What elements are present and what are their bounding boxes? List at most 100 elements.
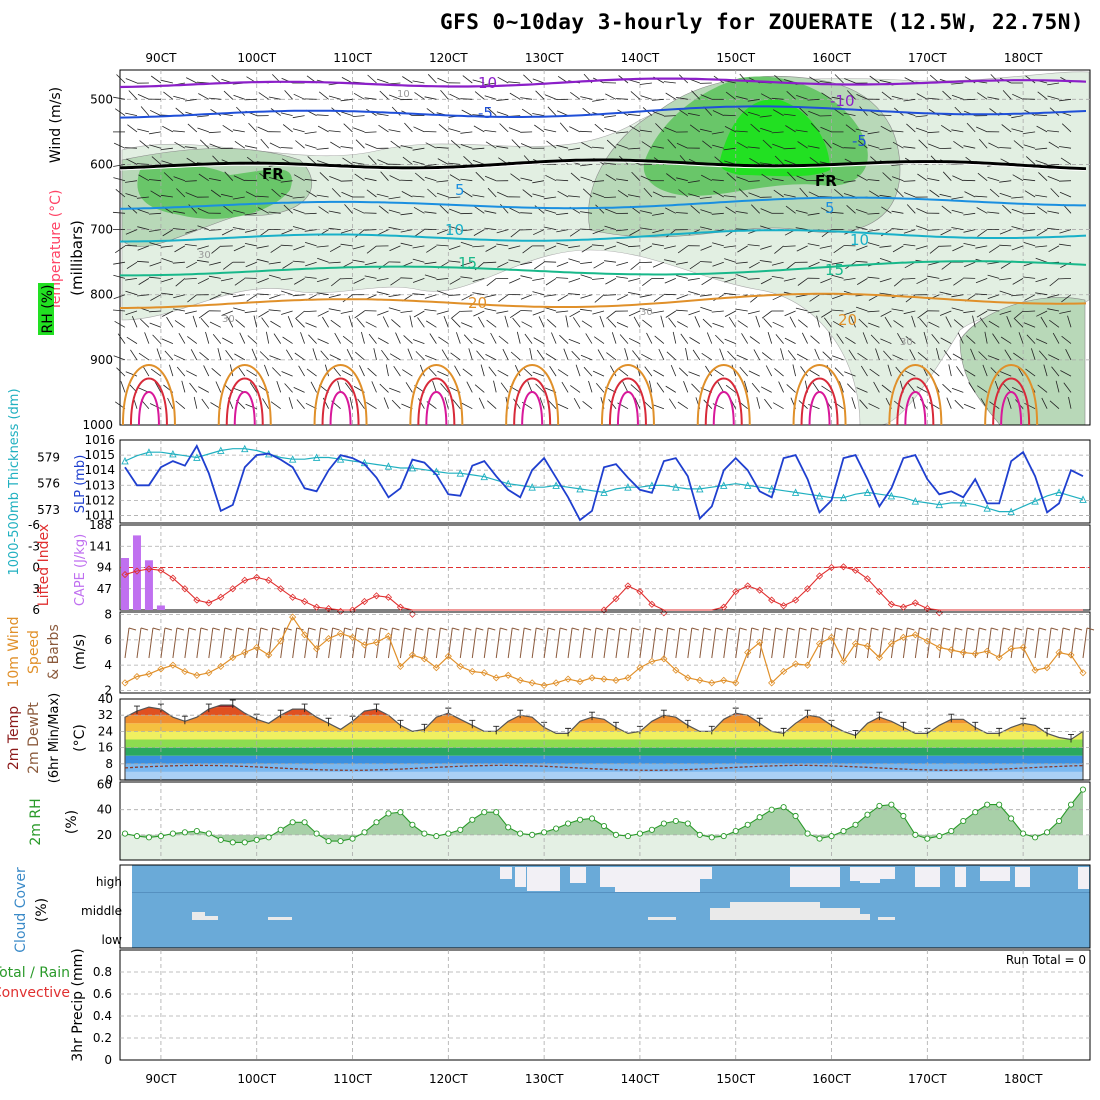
temp-y-tick: 32 [98, 708, 113, 722]
wind-barb [138, 278, 150, 285]
wind-barb [580, 354, 593, 361]
wind-barb [774, 245, 784, 254]
wind-barb [508, 245, 521, 250]
wind-barb [330, 141, 341, 149]
wind-barb [714, 156, 725, 165]
wind10-barb-flag [799, 627, 807, 631]
wind-barb [1013, 310, 1024, 320]
wind-barb [764, 398, 773, 409]
precip-y-tick: 0.2 [93, 1031, 112, 1045]
lifted-index-point [815, 572, 824, 580]
wind-barb [941, 205, 952, 214]
wind10-barb-flag [727, 627, 735, 631]
wind-barb [807, 243, 820, 247]
lifted-index-point [935, 609, 943, 617]
wind-barb [415, 351, 425, 361]
wind-barb [666, 229, 677, 238]
wind-barb [270, 401, 281, 410]
rh2m-frame [119, 781, 1091, 861]
wind-barb [796, 353, 808, 361]
wind-barb [565, 315, 569, 328]
wind-barb [368, 155, 377, 165]
lifted-index-point [133, 567, 141, 575]
wind-barb [594, 123, 605, 133]
wind-barb [280, 147, 293, 149]
wind-barb [963, 98, 976, 101]
wind-barb [846, 205, 856, 214]
wind-barb [810, 335, 820, 344]
wind-barb [429, 333, 437, 344]
wind-barb [796, 175, 808, 182]
wind-barb [523, 367, 533, 377]
wind-barb [771, 97, 784, 100]
thickness-point [959, 498, 967, 507]
wind-barb [931, 334, 940, 344]
wind-barb [496, 111, 509, 116]
wind-barb [520, 97, 533, 100]
wind10-barb [399, 627, 405, 659]
wind-barb [786, 91, 796, 100]
wind-barb [344, 204, 353, 214]
wind-barb [593, 336, 605, 344]
top-x-tick-label: 140CT [621, 51, 660, 65]
temp-minmax-bar [972, 721, 979, 731]
wind-barb [308, 334, 317, 344]
warm-temp-loop [225, 377, 264, 426]
wind-barb [340, 310, 353, 314]
wind-barb [556, 261, 569, 267]
wind-barb [233, 307, 245, 312]
thickness-point [1031, 497, 1039, 505]
wind10-point [372, 638, 381, 646]
wind-barb [856, 278, 868, 285]
wind-barb [649, 380, 653, 393]
wind-barb [184, 180, 197, 182]
wind-barb [487, 187, 497, 198]
wind10-barb-flag [715, 627, 723, 631]
wind-barb [522, 189, 533, 198]
wind10-barb-flag [152, 627, 161, 631]
wind-barb [334, 332, 341, 344]
wind-barb [618, 368, 629, 377]
wind-barb [834, 367, 844, 377]
temp-contour-minus10 [119, 77, 1087, 89]
wind-barb [1024, 190, 1036, 198]
wind-barb [927, 275, 940, 279]
wind-barb [529, 348, 533, 360]
wind-barb [741, 333, 749, 344]
wind-barb [978, 351, 988, 361]
wind-barb [478, 397, 485, 409]
upper-y-tick: 600 [90, 157, 113, 171]
wind-barb [939, 193, 952, 198]
wind10-point [325, 635, 333, 643]
wind-barb [328, 294, 341, 298]
rh-point [217, 836, 224, 843]
wind-barb [282, 336, 293, 344]
wind-barb [667, 139, 677, 149]
warm-temp-loop [792, 364, 847, 426]
bottom-x-tick-label: 180CT [1004, 1072, 1043, 1086]
wind-barb [773, 109, 784, 116]
wind-barb [939, 291, 952, 296]
wind10-barb-flag [476, 627, 484, 631]
lifted-index-point [624, 582, 632, 590]
wind-barb [473, 229, 485, 236]
wind-barb [258, 310, 269, 318]
wind-barb [963, 310, 976, 314]
wind-barb [512, 317, 521, 328]
wind-barb [412, 147, 425, 151]
wind10-point [1079, 669, 1087, 677]
cloud-level-label: low [102, 933, 123, 947]
wind10-barb-flag [823, 627, 831, 631]
wind-barb [616, 322, 629, 328]
wind10-barb-flag [763, 627, 771, 631]
wind-barb [113, 164, 126, 167]
contour-label: 15 [458, 254, 477, 272]
wind-barb [940, 229, 952, 236]
wind-barb [395, 332, 401, 344]
temp-minmax-bar [301, 703, 308, 713]
wind10-barb-flag [212, 627, 220, 631]
wind-barb [173, 354, 186, 361]
wind-barb [711, 212, 724, 215]
wind-barb [136, 260, 149, 263]
wind-barb [472, 147, 485, 150]
